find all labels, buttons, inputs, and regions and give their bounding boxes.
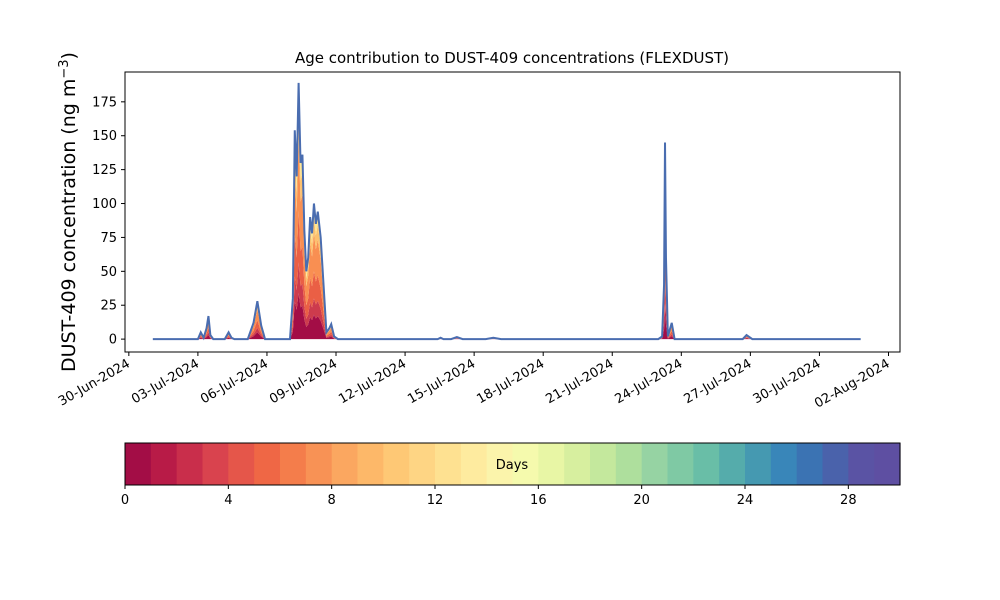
y-axis-label-text: DUST-409 concentration (ng m [58,79,80,372]
y-tick-label: 125 [92,163,117,178]
x-tick-label: 06-Jul-2024 [198,356,271,407]
colorbar-segment [538,443,565,485]
y-axis: 0 25 50 75 100 125 150 175 [92,95,125,348]
colorbar-tick-label: 8 [328,493,336,508]
age-layer-8-12-days [152,108,861,340]
colorbar: 0 4 8 12 16 20 24 28 [121,442,901,508]
colorbar-segment [383,443,410,485]
x-tick-label: 27-Jul-2024 [682,356,755,407]
colorbar-tick-label: 16 [530,493,547,508]
y-tick-label: 100 [92,197,117,212]
age-layer-1-3-days [152,262,861,340]
x-tick-label: 12-Jul-2024 [336,356,409,407]
x-tick-label: 24-Jul-2024 [612,356,685,407]
colorbar-segment [564,443,591,485]
age-layer-3-5-days [152,210,861,340]
y-axis-label: DUST-409 concentration (ng m−3) [57,52,80,372]
colorbar-segment [848,443,875,485]
colorbar-segment [409,443,436,485]
y-tick-label: 25 [100,299,117,314]
colorbar-segment [796,443,824,485]
colorbar-segment [719,443,746,485]
colorbar-segment [770,443,798,485]
y-tick-label: 175 [92,95,117,110]
colorbar-segment [874,443,901,485]
colorbar-segment [822,443,849,485]
y-tick-label: 75 [100,231,117,246]
colorbar-segment [486,443,514,485]
colorbar-segment [150,443,178,485]
colorbar-segment [693,443,720,485]
colorbar-segment [615,443,643,485]
y-tick-label: 0 [109,333,117,348]
x-axis: 30-Jun-202403-Jul-202406-Jul-202409-Jul-… [56,352,892,412]
colorbar-segment [745,443,772,485]
age-layer-12-30-days [152,82,861,340]
colorbar-frame [124,442,901,486]
colorbar-segment [202,443,229,485]
colorbar-tick-label: 4 [224,493,232,508]
colorbar-segment [460,443,488,485]
y-axis-label-close: ) [58,52,80,59]
colorbar-segment [280,443,307,485]
y-tick-label: 150 [92,129,117,144]
colorbar-segment [125,443,152,485]
x-tick-label: 02-Aug-2024 [812,356,892,411]
colorbar-label: Days [496,458,529,473]
colorbar-segment [331,443,359,485]
chart-title: Age contribution to DUST-409 concentrati… [295,49,729,67]
colorbar-segment [590,443,617,485]
colorbar-tick-label: 20 [633,493,650,508]
x-tick-label: 18-Jul-2024 [474,356,547,407]
colorbar-tick-label: 12 [427,493,444,508]
colorbar-segment [667,443,694,485]
colorbar-segment [435,443,462,485]
colorbar-segment [228,443,255,485]
colorbar-segment [176,443,204,485]
x-tick-label: 09-Jul-2024 [267,356,340,407]
x-tick-label: 03-Jul-2024 [129,356,202,407]
colorbar-tick-label: 24 [737,493,754,508]
colorbar-tick-label: 0 [121,493,129,508]
total-concentration-line [152,82,861,341]
plot-area [152,82,861,341]
y-tick-label: 50 [100,265,117,280]
colorbar-segment [641,443,669,485]
axes-frame [124,71,901,353]
colorbar-segment [305,443,333,485]
colorbar-segment [254,443,281,485]
colorbar-segment [512,443,539,485]
x-tick-label: 15-Jul-2024 [405,356,478,407]
colorbar-segment [357,443,384,485]
age-layer-0-1-days [152,292,861,340]
colorbar-tick-label: 28 [840,493,857,508]
x-tick-label: 21-Jul-2024 [543,356,616,407]
y-axis-label-superscript: −3 [57,59,72,78]
